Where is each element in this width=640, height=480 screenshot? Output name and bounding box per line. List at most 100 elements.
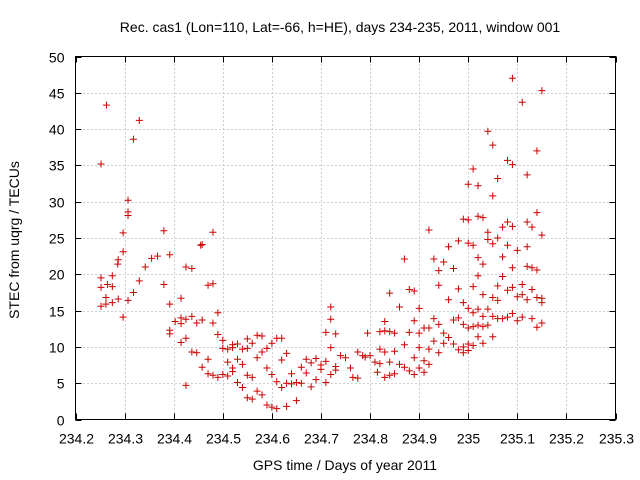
data-point	[197, 241, 205, 249]
data-point	[376, 328, 384, 336]
data-point	[533, 323, 541, 331]
data-point	[102, 300, 110, 308]
data-point	[283, 402, 291, 410]
data-point	[386, 289, 394, 297]
data-point	[182, 334, 190, 342]
data-point	[518, 313, 526, 321]
y-tick-label: 50	[49, 50, 65, 66]
data-point	[440, 339, 448, 347]
data-point	[396, 360, 403, 368]
y-tick-labels: 0 5 10 15 20 25 30 35 40 45 50	[49, 50, 65, 429]
data-point	[354, 348, 362, 356]
data-point	[450, 264, 457, 272]
data-point	[425, 324, 433, 332]
data-point	[376, 360, 384, 368]
data-point	[322, 357, 330, 365]
data-point	[278, 334, 286, 342]
data-point	[214, 331, 222, 339]
data-point	[124, 211, 132, 219]
data-point	[425, 345, 433, 353]
data-point	[204, 355, 212, 363]
data-point	[322, 378, 330, 386]
y-tick-label: 0	[57, 413, 65, 429]
data-point	[445, 333, 453, 341]
data-point	[523, 171, 531, 179]
data-point	[258, 332, 266, 340]
x-tick-label: 234.4	[157, 431, 192, 447]
data-point	[464, 216, 472, 224]
data-point	[312, 355, 320, 363]
data-point	[405, 367, 413, 375]
data-point	[198, 363, 206, 371]
data-point	[238, 384, 246, 392]
data-point	[119, 229, 127, 237]
data-point	[450, 316, 457, 324]
data-point	[366, 352, 374, 360]
data-point	[504, 286, 511, 294]
data-point	[454, 346, 462, 354]
data-point	[108, 299, 116, 307]
data-point	[135, 116, 143, 124]
data-point	[97, 160, 105, 168]
data-point	[166, 300, 174, 308]
data-point	[182, 315, 190, 323]
data-point	[234, 355, 241, 363]
data-point	[469, 283, 477, 291]
data-point	[292, 397, 300, 405]
data-point	[188, 348, 196, 356]
data-point	[430, 337, 438, 345]
data-point	[415, 304, 423, 312]
data-point	[440, 258, 448, 266]
data-point	[391, 347, 399, 355]
data-point	[364, 329, 372, 337]
data-point	[464, 180, 472, 188]
data-point	[533, 294, 541, 302]
data-point	[327, 315, 335, 323]
data-point	[469, 165, 477, 173]
data-point	[538, 319, 546, 327]
data-point	[430, 255, 438, 263]
data-point	[474, 272, 482, 280]
data-point	[499, 315, 507, 323]
data-point	[141, 263, 149, 271]
y-tick-label: 20	[49, 267, 65, 283]
data-point	[288, 370, 295, 378]
data-point	[504, 313, 511, 321]
data-point	[312, 376, 320, 384]
data-point	[361, 353, 369, 361]
grid-lines	[75, 56, 616, 420]
x-tick-label: 235.3	[599, 431, 634, 447]
data-point	[533, 209, 541, 217]
data-point	[386, 371, 394, 379]
data-point	[479, 260, 487, 268]
data-point	[504, 156, 511, 164]
data-point	[97, 274, 105, 282]
data-point	[177, 294, 185, 302]
data-point	[464, 304, 472, 312]
data-point	[445, 243, 453, 251]
data-point	[258, 391, 266, 399]
data-point	[307, 383, 315, 391]
data-point	[499, 272, 507, 280]
data-point	[410, 317, 418, 325]
data-point	[273, 378, 281, 386]
data-point	[538, 299, 546, 307]
data-point	[283, 379, 291, 387]
data-point	[484, 305, 492, 313]
x-tick-label: 235	[457, 431, 481, 447]
data-point	[508, 222, 516, 230]
data-point	[523, 243, 531, 251]
data-point	[248, 339, 256, 347]
data-point	[533, 147, 541, 155]
data-point	[405, 328, 413, 336]
data-point	[479, 323, 487, 331]
data-point	[371, 358, 379, 366]
data-point	[97, 283, 105, 291]
data-point	[234, 340, 241, 348]
data-point	[386, 358, 394, 366]
data-point	[124, 196, 132, 204]
data-point	[193, 319, 201, 327]
data-point	[381, 373, 389, 381]
data-point	[135, 277, 143, 285]
data-point	[166, 251, 174, 259]
